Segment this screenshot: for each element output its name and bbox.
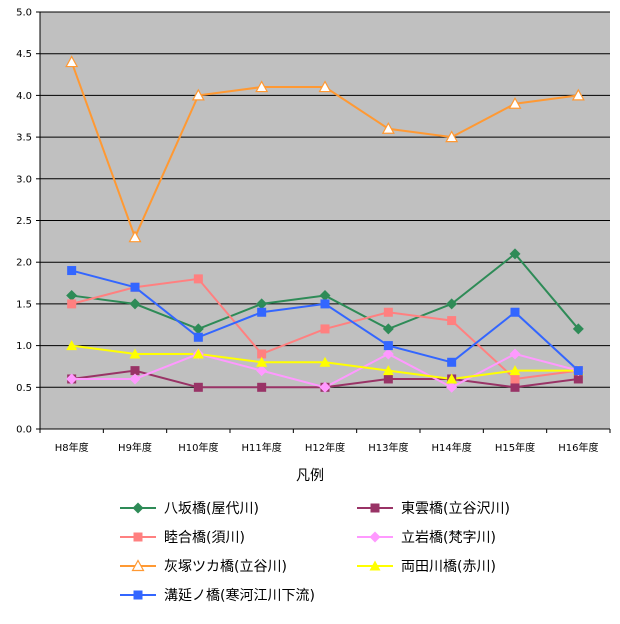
data-point-series-6	[509, 365, 521, 376]
legend-swatch	[120, 532, 156, 542]
data-point-series-4	[446, 381, 458, 393]
data-point-series-1	[256, 298, 268, 310]
legend-label: 灰塚ツカ橋(立谷川)	[164, 559, 287, 575]
data-point-series-6	[319, 356, 331, 367]
data-point-series-3	[447, 316, 457, 326]
y-tick-label: 0.0	[16, 425, 32, 436]
x-tick-label: H8年度	[55, 441, 89, 454]
y-tick-label: 3.5	[16, 133, 32, 144]
data-point-series-6	[129, 348, 141, 359]
legend-label: 溝延ノ橋(寒河江川下流)	[164, 588, 315, 604]
x-tick-label: H12年度	[305, 441, 345, 454]
legend-marker	[369, 531, 381, 543]
y-tick-label: 2.5	[16, 216, 32, 227]
y-tick-label: 2.0	[16, 258, 32, 269]
x-tick-label: H16年度	[558, 441, 598, 454]
data-point-series-4	[509, 348, 521, 360]
data-point-series-2	[257, 382, 267, 392]
data-point-series-4	[66, 373, 78, 385]
data-point-series-7	[67, 266, 77, 276]
y-tick-label: 3.0	[16, 174, 32, 185]
data-point-series-5	[445, 130, 459, 143]
data-point-series-5	[128, 230, 142, 243]
legend-label: 両田川橋(赤川)	[401, 559, 496, 575]
legend-label: 東雲橋(立谷沢川)	[401, 501, 510, 517]
legend-label: 八坂橋(屋代川)	[164, 501, 259, 517]
y-tick-label: 4.0	[16, 91, 32, 102]
legend-swatch	[120, 590, 156, 600]
legend-marker	[131, 559, 145, 572]
data-point-series-6	[256, 356, 268, 367]
data-point-series-7	[510, 307, 520, 317]
legend-swatch	[120, 559, 156, 572]
legend-swatch	[120, 502, 156, 514]
data-point-series-1	[572, 323, 584, 335]
y-tick-label: 1.5	[16, 299, 32, 310]
data-point-series-6	[446, 373, 458, 384]
data-point-series-7	[320, 299, 330, 309]
y-tick-label: 0.5	[16, 383, 32, 394]
x-tick-label: H10年度	[178, 441, 218, 454]
data-point-series-5	[508, 96, 522, 109]
data-point-series-1	[129, 298, 141, 310]
data-point-series-5	[381, 122, 395, 134]
data-point-series-1	[382, 323, 394, 335]
data-point-series-5	[191, 88, 205, 101]
data-point-series-3	[257, 349, 267, 359]
y-tick-label: 4.5	[16, 49, 32, 60]
data-point-series-4	[319, 381, 331, 393]
data-point-series-2	[130, 366, 140, 376]
legend-label: 睦合橋(須川)	[164, 530, 245, 546]
legend-swatch	[357, 503, 393, 513]
data-point-series-5	[318, 80, 332, 93]
data-point-series-5	[255, 80, 269, 93]
legend-marker	[370, 503, 380, 513]
data-point-series-6	[66, 340, 78, 351]
legend-swatch	[357, 531, 393, 543]
data-point-series-5	[571, 88, 585, 101]
data-point-series-4	[256, 365, 268, 377]
data-point-series-3	[320, 324, 330, 334]
data-point-series-7	[193, 332, 203, 342]
x-tick-label: H9年度	[118, 441, 152, 454]
data-point-series-1	[509, 248, 521, 260]
data-point-series-7	[130, 282, 140, 292]
data-point-series-7	[383, 341, 393, 351]
legend-marker	[132, 502, 144, 514]
data-point-series-3	[67, 299, 77, 309]
legend-label: 立岩橋(梵字川)	[401, 530, 496, 546]
data-point-series-4	[382, 348, 394, 360]
legend-marker	[133, 532, 143, 542]
data-point-series-6	[382, 365, 394, 376]
data-point-series-7	[447, 357, 457, 367]
x-tick-label: H11年度	[242, 441, 282, 454]
data-point-series-4	[129, 373, 141, 385]
data-point-series-2	[193, 382, 203, 392]
data-point-series-2	[573, 374, 583, 384]
data-point-series-7	[257, 307, 267, 317]
y-tick-label: 5.0	[16, 8, 32, 19]
legend-marker	[133, 590, 143, 600]
data-point-series-7	[573, 366, 583, 376]
data-point-series-6	[192, 348, 204, 359]
data-point-series-3	[193, 274, 203, 284]
data-point-series-5	[65, 55, 79, 68]
data-point-series-1	[192, 323, 204, 335]
x-tick-label: H14年度	[432, 441, 472, 454]
x-tick-label: H13年度	[368, 441, 408, 454]
legend-marker	[369, 560, 381, 571]
data-point-series-3	[383, 307, 393, 317]
x-tick-label: H15年度	[495, 441, 535, 454]
y-tick-label: 1.0	[16, 341, 32, 352]
legend-title: 凡例	[296, 468, 324, 484]
data-point-series-1	[66, 290, 78, 302]
data-point-series-1	[446, 298, 458, 310]
data-point-series-3	[510, 374, 520, 384]
data-point-series-2	[510, 382, 520, 392]
data-point-series-2	[383, 374, 393, 384]
data-point-series-1	[319, 290, 331, 302]
legend-swatch	[357, 560, 393, 571]
